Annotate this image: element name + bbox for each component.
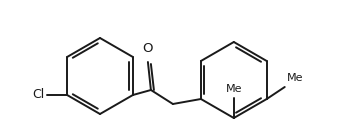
Text: Me: Me [226, 84, 242, 94]
Text: Me: Me [287, 73, 303, 83]
Text: O: O [143, 42, 153, 55]
Text: Cl: Cl [32, 88, 44, 101]
